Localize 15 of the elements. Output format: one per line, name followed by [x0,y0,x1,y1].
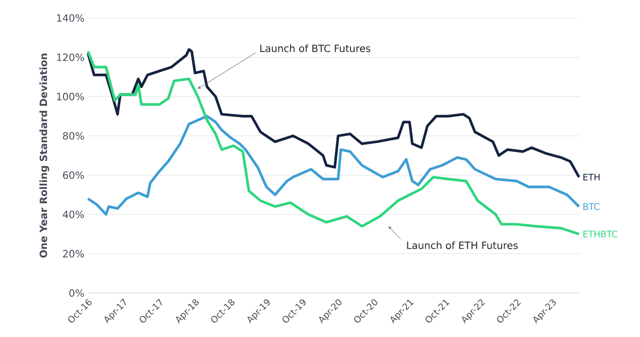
annotation: Launch of ETH Futures [407,241,518,250]
y-tick-label: 40% [62,210,84,218]
line-series [86,114,580,216]
series-label: BTC [583,203,600,210]
y-tick-label: 80% [63,132,84,140]
series-label: ETHBTC [583,230,618,238]
y-tick-label: 60% [63,171,84,179]
y-tick-label: 0% [69,289,84,297]
y-tick-label: 120% [57,54,84,62]
y-axis-title: One Year Rolling Standard Deviation [39,54,50,258]
y-tick-label: 20% [63,250,84,258]
y-tick-label: 100% [57,92,84,100]
series-label: ETH [583,174,600,180]
y-tick-label: 140% [57,14,84,22]
annotation: Launch of BTC Futures [260,44,370,52]
